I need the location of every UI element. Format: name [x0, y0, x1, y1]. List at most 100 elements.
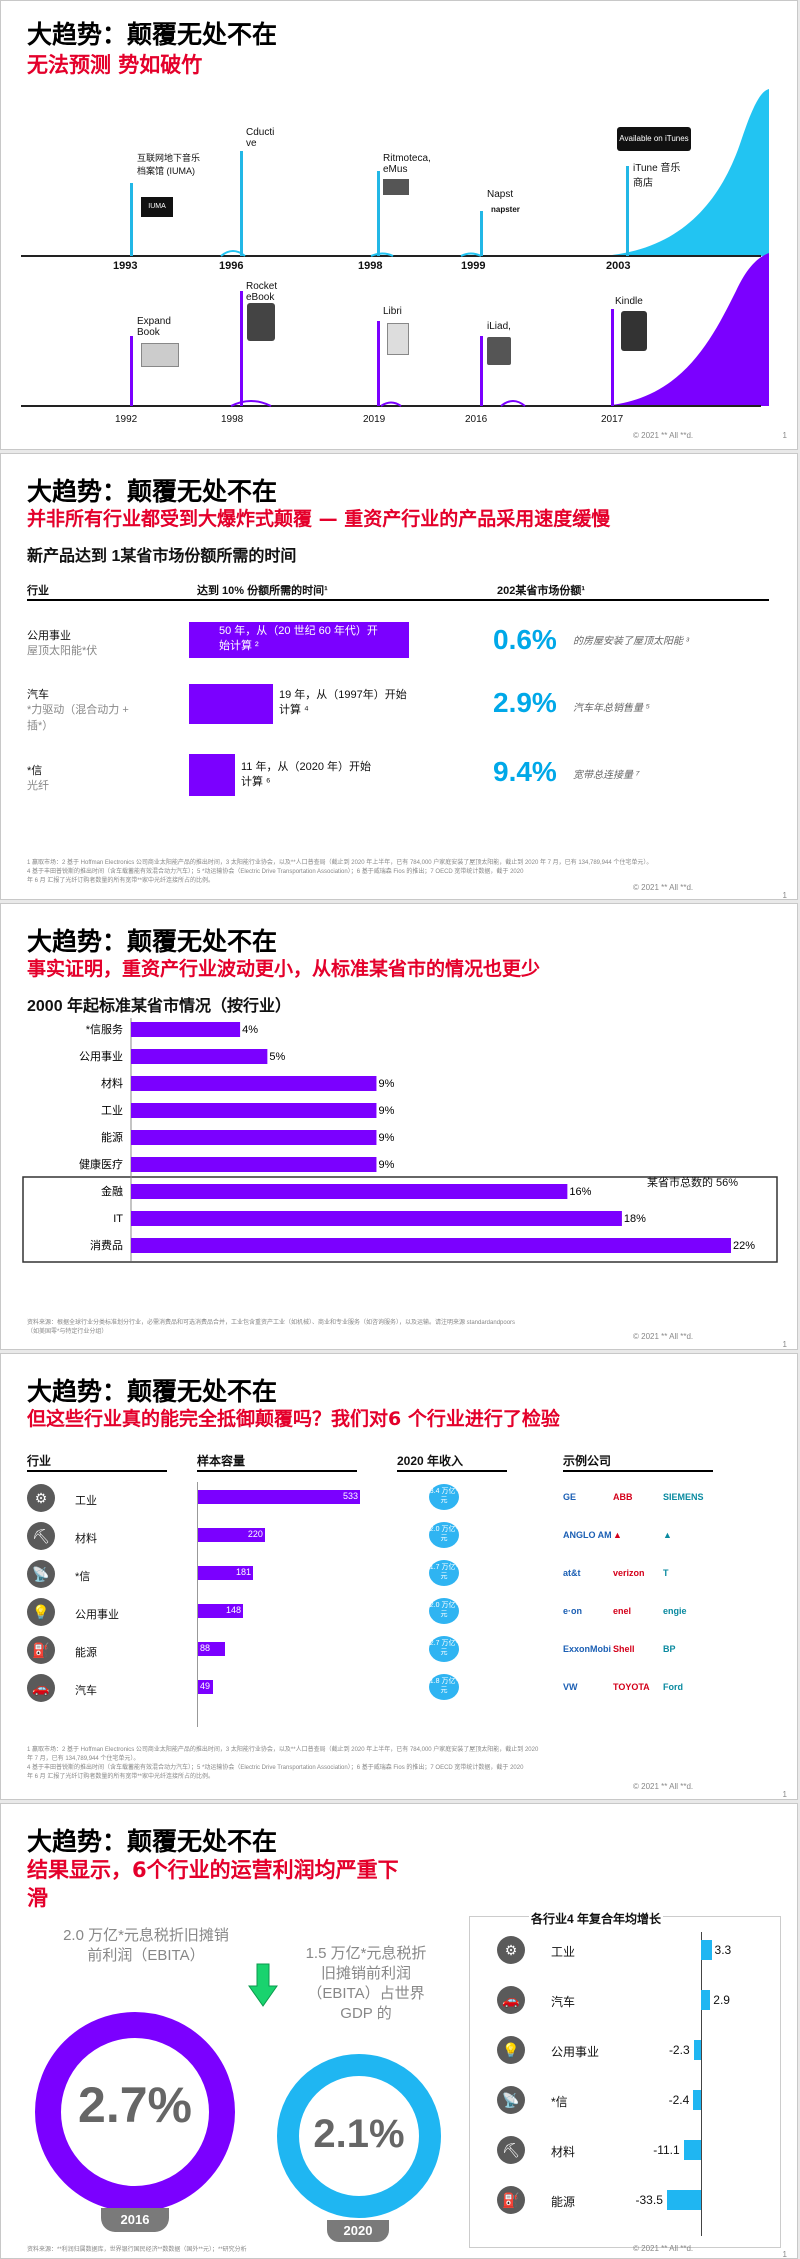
footnote: 资料来源：**利润归属数据库，世界银行国民经济**数数据（国外**元）；**研究…	[27, 2247, 247, 2253]
energy-icon: ⛽	[27, 1636, 55, 1664]
value-label: 9%	[378, 1132, 394, 1144]
industry-name: 汽车	[551, 1995, 576, 2009]
growth-value: -33.5	[635, 2193, 663, 2207]
slide-4: 大趋势：颠覆无处不在 但这些行业真的能完全抵御颠覆吗？我们对6 个行业进行了检验…	[0, 1353, 798, 1800]
value-label: 4%	[242, 1024, 258, 1036]
column-header: 样本容量	[197, 1454, 246, 1468]
industry-name: 工业	[75, 1495, 97, 1507]
timeline-stem	[377, 171, 380, 256]
slide-title: 大趋势：颠覆无处不在	[27, 927, 278, 956]
event-label: Ritmoteca, eMus	[383, 153, 431, 175]
industry-icon: ⚙	[497, 1936, 525, 1964]
value-label: 9%	[378, 1159, 394, 1171]
chart-heading: 2000 年起标准某省市情况（按行业）	[27, 998, 292, 1015]
napster-logo: napster	[491, 205, 520, 214]
market-share-desc: 宽带总连接量 ⁷	[573, 770, 640, 781]
company-logo: TOYOTA	[613, 1682, 650, 1692]
slide-title: 大趋势：颠覆无处不在	[27, 20, 278, 49]
page-number: 1	[782, 1790, 787, 1799]
growth-bar	[693, 2090, 701, 2110]
footnote: 4 基于丰田普锐斯的推出时间（含车载蓄能有效混合动力汽车）；5 *动运输协会（E…	[27, 1765, 524, 1771]
growth-bar	[693, 2040, 701, 2060]
column-header: 202某省市场份额¹	[497, 585, 586, 597]
growth-bar	[683, 2140, 701, 2160]
market-share-desc: 汽车年总销售量 ⁵	[573, 703, 650, 714]
gdp-share-2016: 2.7%	[78, 2077, 192, 2133]
sample-bar	[198, 1490, 360, 1504]
slide-1: 大趋势：颠覆无处不在 无法预测 势如破竹 互联网地下音乐档案馆 (IUMA) I…	[0, 0, 798, 450]
value-label: 5%	[269, 1051, 285, 1063]
utilities-icon: 💡	[27, 1598, 55, 1626]
book-image	[247, 303, 275, 341]
category-label: IT	[113, 1213, 123, 1225]
copyright: © 2021 ** All **d.	[633, 1332, 694, 1341]
adoption-bar-text: 19 年，从（1997年）开始计算 ⁴	[279, 689, 407, 716]
bar	[131, 1211, 622, 1226]
year-label: 1999	[461, 260, 486, 272]
timeline-stem	[240, 291, 243, 406]
sample-bar	[198, 1528, 265, 1542]
event-label: Rocket eBook	[246, 281, 278, 303]
company-logo: ExxonMobil	[563, 1644, 611, 1654]
telecom-icon: 📡	[27, 1560, 55, 1588]
axis-line	[197, 1482, 198, 1727]
slide-title: 大趋势：颠覆无处不在	[27, 477, 278, 506]
growth-value: -2.4	[668, 2093, 690, 2107]
industry-name: *信	[27, 765, 43, 777]
revenue-bubble: 2.0 万亿*元	[429, 1522, 459, 1548]
industry-name: *信	[551, 2095, 568, 2109]
slide-5: 大趋势：颠覆无处不在 结果显示，6个行业的运营利润均严重下 滑 2.0 万亿*元…	[0, 1803, 798, 2259]
growth-bar	[666, 2190, 701, 2210]
year-label: 1993	[113, 260, 138, 272]
sample-value: 148	[225, 1605, 241, 1615]
category-label: 材料	[101, 1076, 123, 1090]
page-number: 1	[782, 1340, 787, 1349]
company-logo: Shell	[613, 1644, 635, 1654]
sample-bar	[198, 1566, 253, 1580]
slide-title: 大趋势：颠覆无处不在	[27, 1377, 278, 1406]
copyright: © 2021 ** All **d.	[633, 883, 694, 892]
footnote: 年 7 月，已有 134,789,944 个住宅单元）。	[27, 1756, 140, 1762]
page-number: 1	[782, 2250, 787, 2259]
sample-value: 181	[235, 1567, 251, 1577]
event-label: iLiad,	[487, 321, 511, 332]
gdp-share-2020: 2.1%	[313, 2112, 405, 2156]
header-divider	[27, 599, 769, 601]
company-logo: ANGLO AMERICAN	[563, 1530, 611, 1540]
bar	[131, 1157, 377, 1172]
itunes-badge: Available on iTunes	[617, 127, 691, 151]
growth-bar	[701, 1940, 712, 1960]
ebita-label-2016: 2.0 万亿*元息税折旧摊销前利润（EBITA）	[63, 1927, 229, 1964]
bar	[131, 1103, 377, 1118]
value-label: 16%	[569, 1186, 591, 1198]
footnote: 年 6 月 汇报了光纤订购者数量的所有宽带**家中光纤连接所占的比例。	[27, 1774, 215, 1780]
industry-name: 材料	[551, 2145, 576, 2159]
company-logo: e·on	[563, 1606, 582, 1616]
company-logo: GE	[563, 1492, 577, 1502]
slide-subtitle-cont: 滑	[27, 1886, 48, 1910]
growth-value: -11.1	[653, 2143, 680, 2157]
header-divider	[197, 1470, 357, 1472]
market-share-value: 9.4%	[493, 756, 557, 787]
section-heading: 新产品达到 1某省市场份额所需的时间	[27, 548, 297, 565]
year-label: 2019	[363, 414, 386, 425]
event-label: Cducti ve	[246, 127, 275, 149]
company-logo: ABB	[613, 1492, 633, 1502]
footnote: 4 基于丰田普锐斯的推出时间（含车载蓄能有效混合动力汽车）；5 *动运输协会（E…	[27, 869, 524, 875]
company-logo: ▲	[663, 1530, 672, 1540]
footnote: 1 赢取市场：2 基于 Hoffman Electronics 公司商业太阳能产…	[27, 860, 653, 866]
timeline-stem	[480, 336, 483, 406]
revenue-bubble: 3.4 万亿*元	[429, 1484, 459, 1510]
timeline-stem	[130, 336, 133, 406]
product-name: *力驱动（混合动力 + 插*）	[27, 704, 129, 732]
column-header: 2020 年收入	[397, 1454, 464, 1468]
energy-icon: ⛽	[497, 2186, 525, 2214]
company-logo: ▲	[613, 1530, 622, 1540]
revenue-bubble: 2.0 万亿*元	[429, 1598, 459, 1624]
growth-panel-title: 各行业4 年复合年均增长	[529, 1910, 664, 1927]
category-label: *信服务	[86, 1023, 123, 1036]
category-label: 工业	[101, 1104, 123, 1117]
company-logo: engie	[663, 1606, 687, 1616]
header-divider	[397, 1470, 507, 1472]
slide-subtitle: 但这些行业真的能完全抵御颠覆吗？我们对6 个行业进行了检验	[27, 1408, 560, 1430]
